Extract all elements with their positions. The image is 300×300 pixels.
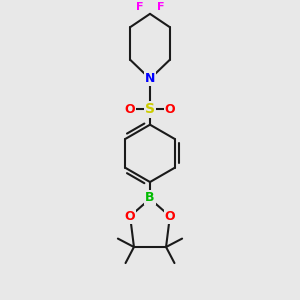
Text: F: F	[136, 2, 143, 12]
Text: F: F	[157, 2, 164, 12]
Text: O: O	[125, 210, 135, 223]
Text: N: N	[145, 72, 155, 85]
Text: O: O	[165, 210, 175, 223]
Text: O: O	[165, 103, 175, 116]
Text: B: B	[145, 191, 155, 204]
Text: S: S	[145, 102, 155, 116]
Text: O: O	[125, 103, 135, 116]
